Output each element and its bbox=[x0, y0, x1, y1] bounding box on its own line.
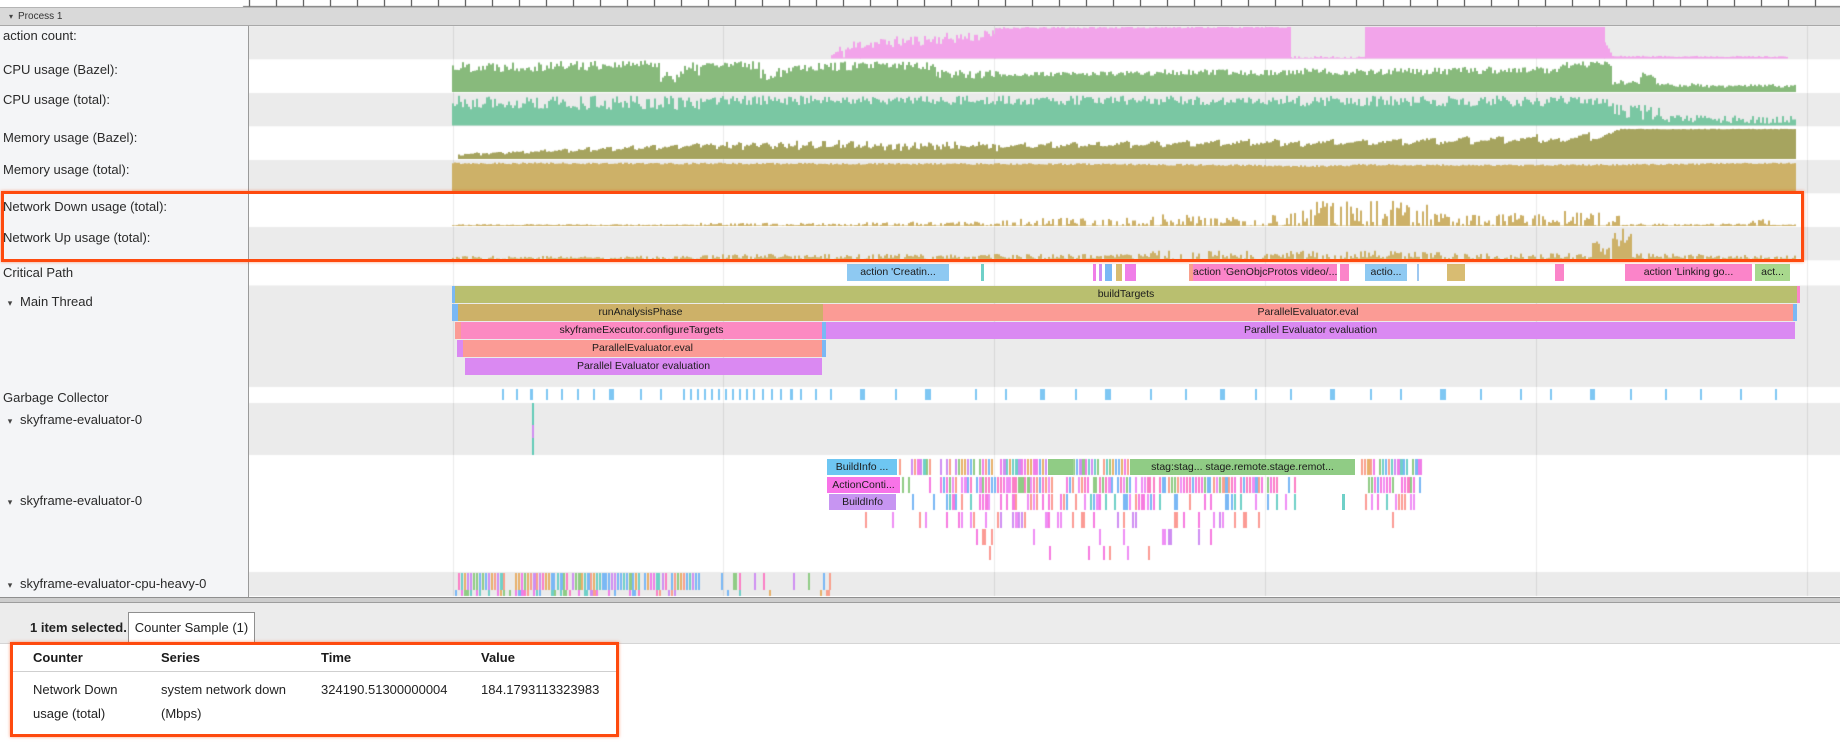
track-label: skyframe-evaluator-0 bbox=[20, 412, 143, 427]
critical-path-event[interactable] bbox=[1099, 264, 1102, 281]
sidebar-track-network-down-usage-total[interactable]: Network Down usage (total): bbox=[3, 199, 168, 214]
expander-arrow-icon: ▾ bbox=[7, 416, 13, 426]
critical-path-event[interactable] bbox=[981, 264, 984, 281]
main-thread-event[interactable] bbox=[452, 304, 458, 321]
sidebar-track-critical-path[interactable]: Critical Path bbox=[3, 265, 74, 280]
column-header-counter[interactable]: Counter bbox=[33, 650, 83, 665]
main-thread-event[interactable] bbox=[457, 340, 463, 357]
critical-path-event[interactable] bbox=[1105, 264, 1112, 281]
main-thread-event[interactable] bbox=[455, 322, 461, 339]
critical-path-event[interactable] bbox=[1125, 264, 1136, 281]
critical-path-event[interactable]: actio... bbox=[1365, 264, 1407, 281]
critical-path-event[interactable]: act... bbox=[1755, 264, 1790, 281]
critical-path-event[interactable] bbox=[1189, 264, 1193, 281]
expander-arrow-icon: ▾ bbox=[9, 12, 14, 21]
critical-path-event[interactable] bbox=[1340, 264, 1349, 281]
trace-blocks-layer: action 'Creatin... action 'GenObjcProtos … bbox=[452, 264, 1800, 510]
expander-arrow-icon: ▾ bbox=[7, 580, 13, 590]
main-thread-event[interactable] bbox=[452, 286, 455, 303]
sidebar-track-memory-usage-bazel[interactable]: Memory usage (Bazel): bbox=[3, 130, 138, 145]
sidebar-track-skyframe-evaluator-cpu-heavy-0[interactable]: ▾ skyframe-evaluator-cpu-heavy-0 bbox=[0, 576, 207, 592]
main-thread-event[interactable]: ParallelEvaluator.eval bbox=[463, 340, 822, 357]
skyframe-evaluator-event[interactable]: BuildInfo ... bbox=[827, 459, 897, 475]
column-header-series[interactable]: Series bbox=[161, 650, 201, 665]
counter-sample-table: Counter Series Time Value Network Down u… bbox=[10, 642, 619, 737]
skyframe-evaluator-event[interactable] bbox=[1048, 459, 1073, 475]
track-label: skyframe-evaluator-cpu-heavy-0 bbox=[20, 576, 207, 591]
critical-path-event[interactable] bbox=[1093, 264, 1096, 281]
skyframe-evaluator-event[interactable]: ActionConti... bbox=[827, 477, 900, 493]
tab-counter-sample[interactable]: Counter Sample (1) bbox=[128, 612, 255, 644]
sidebar-track-garbage-collector[interactable]: Garbage Collector bbox=[3, 390, 109, 405]
track-sidebar: action count: CPU usage (Bazel): CPU usage… bbox=[0, 26, 249, 597]
main-thread-event[interactable] bbox=[822, 340, 826, 357]
panel-divider[interactable] bbox=[0, 597, 1840, 603]
process-header[interactable]: ▾ Process 1 bbox=[0, 7, 1840, 26]
table-header-divider bbox=[13, 671, 616, 672]
expander-arrow-icon: ▾ bbox=[7, 497, 13, 507]
sidebar-track-main-thread[interactable]: ▾ Main Thread bbox=[0, 294, 93, 310]
main-thread-event[interactable]: runAnalysisPhase bbox=[458, 304, 823, 321]
cell-value[interactable]: 184.1793113323983 bbox=[481, 682, 600, 697]
critical-path-event[interactable]: action 'Creatin... bbox=[847, 264, 949, 281]
cell-time[interactable]: 324190.51300000004 bbox=[321, 682, 448, 697]
critical-path-event[interactable]: action 'GenObjcProtos video/... bbox=[1193, 264, 1337, 281]
main-thread-event[interactable]: ParallelEvaluator.eval bbox=[823, 304, 1793, 321]
skyframe-evaluator-event[interactable] bbox=[1342, 494, 1345, 510]
skyframe-evaluator-event[interactable]: BuildInfo bbox=[829, 494, 896, 510]
main-thread-event[interactable] bbox=[822, 322, 826, 339]
main-thread-event[interactable] bbox=[1793, 304, 1797, 321]
track-label: skyframe-evaluator-0 bbox=[20, 493, 143, 508]
sidebar-track-cpu-usage-bazel[interactable]: CPU usage (Bazel): bbox=[3, 62, 118, 77]
main-thread-event[interactable]: Parallel Evaluator evaluation bbox=[465, 358, 822, 375]
cell-series[interactable]: system network down (Mbps) bbox=[161, 682, 286, 721]
process-label: Process 1 bbox=[18, 11, 63, 22]
skyframe-evaluator-event[interactable]: stag:stag... stage.remote.stage.remot... bbox=[1130, 459, 1355, 475]
critical-path-event[interactable] bbox=[1555, 264, 1564, 281]
expander-arrow-icon: ▾ bbox=[7, 298, 13, 308]
sidebar-track-action-count[interactable]: action count: bbox=[3, 28, 77, 43]
sidebar-track-skyframe-evaluator-0[interactable]: ▾ skyframe-evaluator-0 bbox=[0, 493, 142, 509]
sidebar-track-skyframe-evaluator-0[interactable]: ▾ skyframe-evaluator-0 bbox=[0, 412, 142, 428]
highlight-rect-network-rows bbox=[1, 191, 1804, 262]
critical-path-event[interactable] bbox=[1417, 264, 1419, 281]
details-panel: 1 item selected. Counter Sample (1) Coun… bbox=[0, 597, 1840, 742]
track-label: Main Thread bbox=[20, 294, 93, 309]
sidebar-track-network-up-usage-total[interactable]: Network Up usage (total): bbox=[3, 230, 151, 245]
cell-counter[interactable]: Network Down usage (total) bbox=[33, 682, 118, 721]
critical-path-event[interactable] bbox=[1447, 264, 1465, 281]
main-thread-event[interactable]: Parallel Evaluator evaluation bbox=[826, 322, 1795, 339]
column-header-value[interactable]: Value bbox=[481, 650, 515, 665]
details-tab-bar: 1 item selected. Counter Sample (1) bbox=[0, 603, 1840, 644]
main-thread-event[interactable] bbox=[1797, 286, 1800, 303]
main-thread-event[interactable]: skyframeExecutor.configureTargets bbox=[461, 322, 822, 339]
sidebar-track-memory-usage-total[interactable]: Memory usage (total): bbox=[3, 162, 130, 177]
selection-status: 1 item selected. bbox=[30, 620, 127, 635]
column-header-time[interactable]: Time bbox=[321, 650, 352, 665]
critical-path-event[interactable] bbox=[1116, 264, 1122, 281]
critical-path-event[interactable]: action 'Linking go... bbox=[1625, 264, 1752, 281]
sidebar-track-cpu-usage-total[interactable]: CPU usage (total): bbox=[3, 92, 110, 107]
main-thread-event[interactable]: buildTargets bbox=[455, 286, 1797, 303]
